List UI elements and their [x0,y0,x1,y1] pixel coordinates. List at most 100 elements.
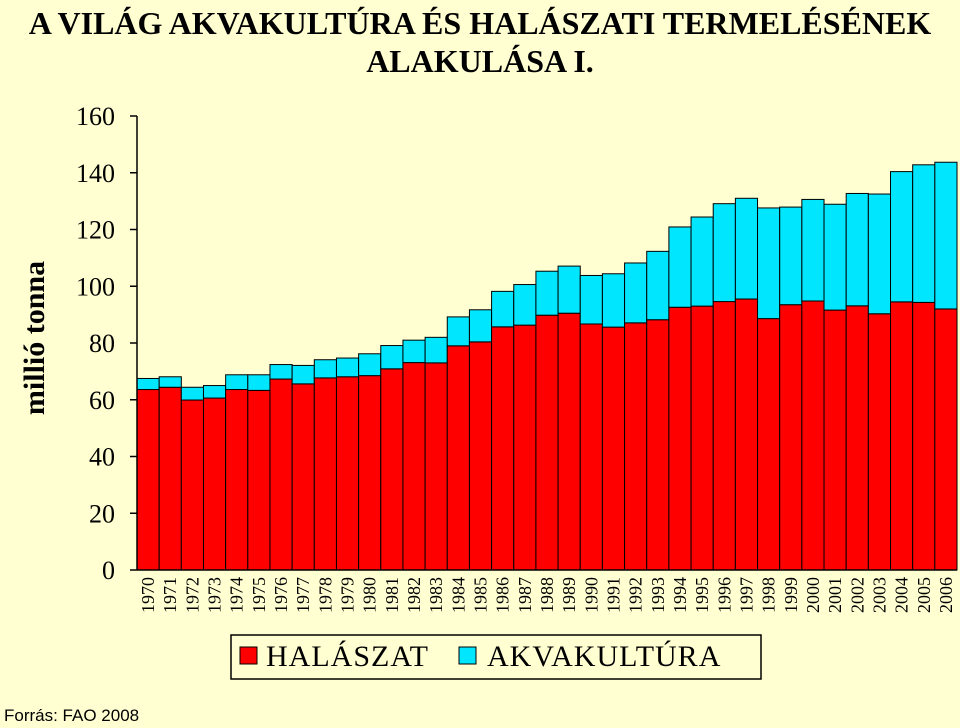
x-tick-label-1989: 1989 [559,577,579,613]
x-tick-label-2001: 2001 [825,577,845,613]
x-tick-label-1990: 1990 [581,577,601,613]
bar-halaszat-2003 [867,313,892,571]
legend: HALÁSZAT AKVAKULTÚRA [230,634,762,680]
bar-halaszat-1981 [380,368,404,571]
bar-akvakultura-1980 [358,353,382,377]
x-tick-label-1999: 1999 [781,577,801,613]
legend-swatch-akvakultura [458,646,477,665]
bar-akvakultura-1981 [380,345,404,370]
x-tick-label-2005: 2005 [914,577,934,613]
bar-halaszat-2001 [823,309,847,571]
bar-akvakultura-2004 [890,171,914,303]
x-tick-label-1993: 1993 [648,577,668,613]
x-tick-label-1992: 1992 [626,577,646,613]
x-tick-label-1973: 1973 [205,577,225,613]
bar-halaszat-1999 [779,304,803,571]
bar-halaszat-2005 [912,301,936,571]
bar-akvakultura-1983 [424,336,448,364]
x-tick-label-2004: 2004 [892,577,912,613]
x-tick-label-1979: 1979 [338,577,358,613]
bar-akvakultura-1977 [291,364,315,385]
x-tick-label-1987: 1987 [515,577,535,613]
bar-akvakultura-1997 [734,197,759,300]
bar-halaszat-1993 [646,319,670,571]
legend-label-akvakultura: AKVAKULTÚRA [487,640,721,673]
x-tick-label-1995: 1995 [692,577,712,613]
bar-halaszat-2000 [801,300,825,571]
x-tick-label-1998: 1998 [759,577,779,613]
bar-halaszat-1974 [225,389,249,571]
bar-halaszat-2002 [845,305,869,571]
x-tick-label-1984: 1984 [448,577,468,613]
x-tick-label-1975: 1975 [249,577,269,613]
x-tick-label-1971: 1971 [160,577,180,613]
y-axis-title: millió tonna [18,261,51,415]
bar-halaszat-1987 [513,324,537,571]
y-tick-label-140: 140 [76,159,115,188]
bar-halaszat-1972 [180,399,204,571]
bar-akvakultura-2002 [845,192,869,307]
bar-halaszat-1992 [624,322,648,571]
bar-akvakultura-1974 [225,374,249,391]
y-tick-label-60: 60 [89,386,115,415]
x-tick-label-1976: 1976 [271,577,291,613]
x-tick-label-1986: 1986 [493,577,513,613]
bar-halaszat-1984 [446,345,470,571]
legend-swatch-halaszat [239,646,258,665]
x-tick-label-1988: 1988 [537,577,557,613]
chart-title-line2: ALAKULÁSA I. [366,43,594,79]
x-tick-label-1996: 1996 [714,577,734,613]
bar-halaszat-1988 [535,314,559,571]
bar-halaszat-2004 [890,301,914,571]
y-tick-label-160: 160 [76,102,115,131]
bar-halaszat-1978 [313,377,337,571]
x-tick-label-1983: 1983 [426,577,446,613]
bar-halaszat-1990 [579,323,603,571]
bar-akvakultura-1985 [468,309,493,343]
bar-akvakultura-1982 [402,339,426,364]
bar-halaszat-1997 [734,298,759,571]
x-tick-label-1981: 1981 [382,577,402,613]
x-tick-label-1980: 1980 [360,577,380,613]
bar-akvakultura-1975 [247,374,271,391]
x-tick-label-1970: 1970 [138,577,158,613]
bar-akvakultura-2001 [823,203,847,311]
y-tick-label-0: 0 [102,556,115,585]
bar-akvakultura-1999 [779,206,803,306]
bar-akvakultura-1991 [601,273,626,328]
bar-akvakultura-1971 [158,376,182,388]
bar-akvakultura-1990 [579,274,603,325]
bar-halaszat-1979 [335,376,360,571]
bar-halaszat-1983 [424,362,448,571]
bar-akvakultura-1998 [757,207,781,320]
chart-title-line1: A VILÁG AKVAKULTÚRA ÉS HALÁSZATI TERMELÉ… [28,5,932,41]
bar-akvakultura-1992 [624,262,648,324]
bar-akvakultura-1987 [513,284,537,326]
x-tick-label-2003: 2003 [869,577,889,613]
bar-akvakultura-1995 [690,216,714,307]
bar-akvakultura-2005 [912,164,936,303]
bar-akvakultura-2003 [867,193,892,315]
x-tick-label-1994: 1994 [670,577,690,613]
bar-akvakultura-1979 [335,357,360,378]
bars-group [136,161,958,571]
bar-halaszat-1986 [491,326,515,571]
bar-halaszat-1977 [291,383,315,571]
bar-akvakultura-1976 [269,364,293,380]
x-tick-label-1972: 1972 [182,577,202,613]
source-note: Forrás: FAO 2008 [4,706,140,725]
bar-halaszat-1994 [668,306,692,571]
bar-halaszat-1975 [247,389,271,571]
bar-halaszat-1970 [136,389,160,571]
x-tick-label-1985: 1985 [471,577,491,613]
x-tick-label-1991: 1991 [603,577,623,613]
bar-akvakultura-1994 [668,226,692,308]
bar-halaszat-1996 [712,301,736,571]
x-tick-label-2006: 2006 [936,577,956,613]
bar-akvakultura-1986 [491,290,515,328]
bar-akvakultura-1972 [180,386,204,401]
bar-akvakultura-1978 [313,359,337,379]
bar-akvakultura-2000 [801,198,825,302]
